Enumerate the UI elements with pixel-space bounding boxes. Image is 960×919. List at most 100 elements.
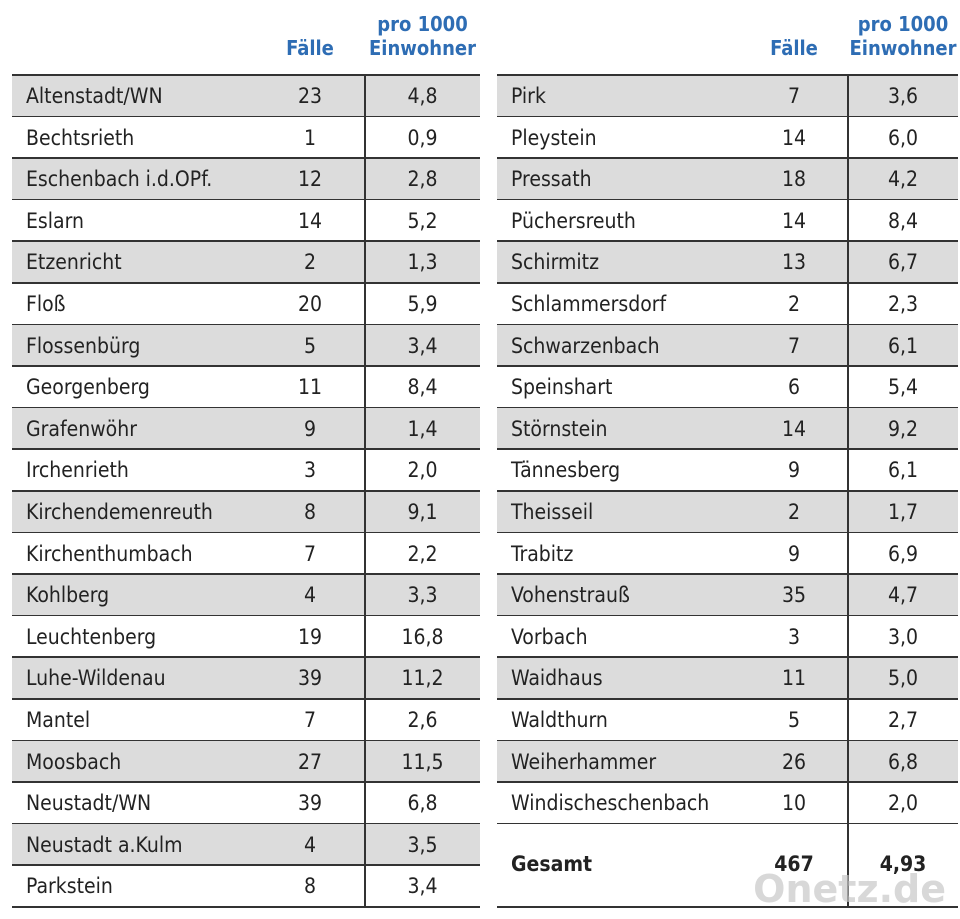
- cases: 14: [781, 416, 807, 441]
- cases: 8: [303, 500, 317, 524]
- rate: 5,9: [407, 292, 438, 316]
- cases: 5: [303, 333, 317, 358]
- rate: 6,7: [887, 250, 919, 275]
- table-row: [497, 241, 958, 283]
- cases: 23: [297, 84, 323, 108]
- row-line: [12, 240, 480, 242]
- table-row: [12, 324, 480, 367]
- row-line: [12, 739, 480, 742]
- cases: 7: [303, 708, 317, 732]
- table-row: [12, 407, 480, 450]
- cases: 35: [781, 583, 807, 608]
- municipality: Kirchenthumbach: [26, 541, 193, 566]
- municipality: Theisseil: [511, 500, 594, 524]
- rate: 2,0: [887, 791, 919, 816]
- table-row: [12, 449, 480, 491]
- cases: 27: [297, 749, 323, 774]
- municipality: Irchenrieth: [26, 458, 129, 483]
- row-line: [12, 198, 480, 201]
- row-line: [12, 157, 480, 159]
- row-line: [12, 406, 480, 409]
- cases: 2: [787, 292, 801, 316]
- table-row: [497, 699, 958, 741]
- rate: 11,5: [401, 749, 444, 774]
- cases: 7: [787, 333, 801, 358]
- cases: 12: [297, 167, 323, 192]
- rate: 2,6: [407, 708, 438, 732]
- table-row: [497, 366, 958, 408]
- rate: 3,5: [407, 832, 438, 857]
- rate: 2,8: [407, 167, 438, 192]
- rate: 2,0: [407, 458, 438, 483]
- row-line: [12, 323, 480, 326]
- cases: 11: [297, 375, 323, 400]
- total: Gesamt: [511, 852, 593, 877]
- cases: 3: [303, 458, 317, 483]
- table-row: [12, 823, 480, 866]
- municipality: Waidhaus: [511, 666, 603, 691]
- table-row: [12, 116, 480, 159]
- row-line: [497, 614, 958, 617]
- table-row: [12, 241, 480, 283]
- rate: 4,2: [887, 167, 919, 192]
- cases: 2: [787, 500, 801, 524]
- cases: 39: [297, 791, 323, 816]
- rate: 6,1: [887, 333, 919, 358]
- municipality: Neustadt/WN: [26, 791, 152, 816]
- table-row: [497, 116, 958, 159]
- header-cases: Fälle: [770, 36, 818, 60]
- row-line: [497, 822, 958, 825]
- table-row: [12, 199, 480, 242]
- municipality: Eschenbach i.d.OPf.: [26, 167, 213, 192]
- table-row: [12, 158, 480, 200]
- cases: 4: [303, 583, 317, 608]
- municipality: Windischeschenbach: [511, 791, 710, 816]
- rate: 5,0: [887, 666, 919, 691]
- cases: 10: [781, 791, 807, 816]
- row-line: [12, 365, 480, 367]
- municipality: Eslarn: [26, 208, 84, 233]
- rate: 2,7: [887, 708, 919, 732]
- municipality: Kirchendemenreuth: [26, 500, 213, 524]
- municipality: Vohenstrauß: [511, 583, 630, 608]
- table-row: [12, 699, 480, 741]
- municipality: Weiherhammer: [511, 749, 657, 774]
- cases: 8: [303, 874, 317, 899]
- row-line: [497, 115, 958, 118]
- table-row: [12, 366, 480, 408]
- row-line: [497, 739, 958, 742]
- municipality: Schwarzenbach: [511, 333, 660, 358]
- row-line: [497, 656, 958, 658]
- row-line: [497, 448, 958, 450]
- total: 467: [774, 852, 814, 877]
- row-line: [12, 864, 480, 866]
- cases: 14: [781, 208, 807, 233]
- rate: 3,4: [407, 874, 438, 899]
- municipality: Speinshart: [511, 375, 613, 400]
- cases: 26: [781, 749, 807, 774]
- rate: 2,2: [407, 541, 438, 566]
- rate: 3,3: [407, 583, 438, 608]
- table-row: [497, 657, 958, 699]
- table-row: [12, 865, 480, 907]
- rate: 1,3: [407, 250, 438, 275]
- municipality: Altenstadt/WN: [26, 84, 163, 108]
- municipality: Bechtsrieth: [26, 125, 135, 150]
- row-line: [12, 115, 480, 118]
- row-line: [497, 490, 958, 492]
- header-rate: pro 1000: [857, 12, 949, 36]
- municipality: Kohlberg: [26, 583, 110, 608]
- cases: 39: [297, 666, 323, 691]
- cases: 18: [781, 167, 807, 192]
- cases: 6: [787, 375, 801, 400]
- rate: 8,4: [887, 208, 919, 233]
- cases: 13: [781, 250, 807, 275]
- municipality: Püchersreuth: [511, 208, 636, 233]
- row-line: [12, 448, 480, 450]
- municipality: Parkstein: [26, 874, 113, 899]
- cases: 9: [787, 541, 801, 566]
- total-row: [497, 823, 958, 907]
- row-line: [12, 531, 480, 534]
- rate: 4,7: [887, 583, 919, 608]
- rate: 9,2: [887, 416, 919, 441]
